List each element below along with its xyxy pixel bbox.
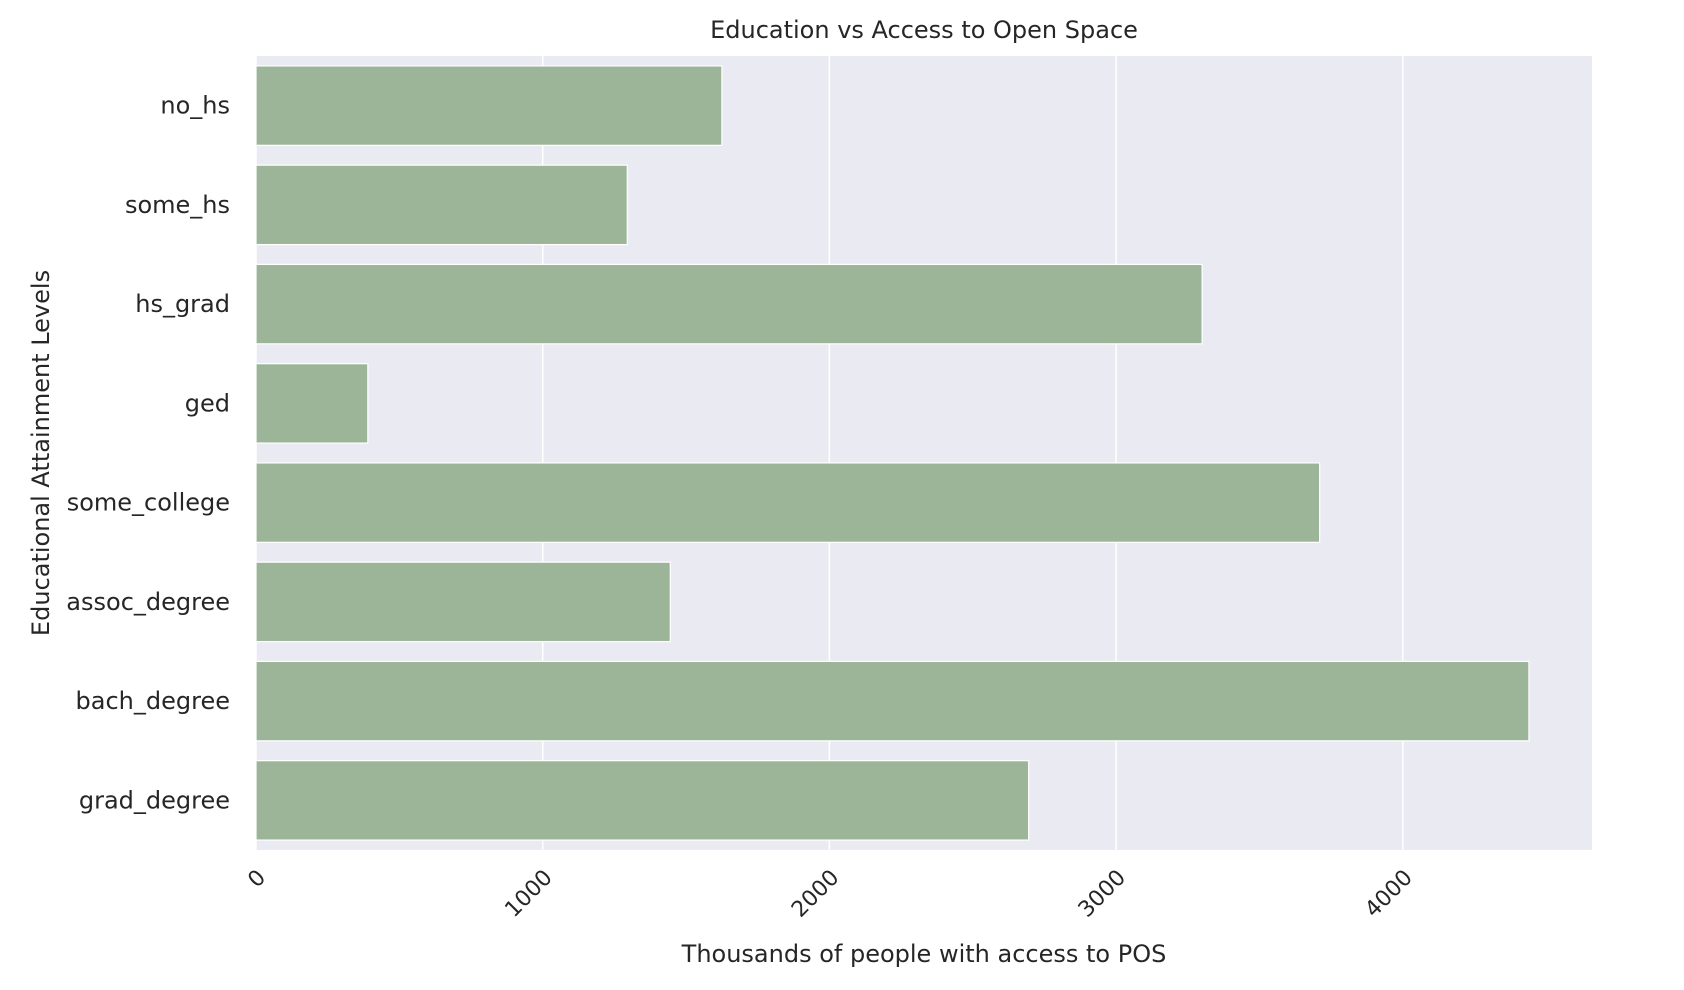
y-tick-label: grad_degree xyxy=(79,786,230,814)
y-tick-label: some_hs xyxy=(125,191,230,219)
y-tick-label: bach_degree xyxy=(76,687,230,715)
bar-some_hs xyxy=(255,164,628,246)
x-tick-labels: 0 1000 2000 3000 4000 xyxy=(243,865,1417,922)
y-tick-label: hs_grad xyxy=(135,290,230,318)
y-tick-label: assoc_degree xyxy=(66,588,230,616)
bar-ged xyxy=(255,363,369,444)
y-tick-label: some_college xyxy=(67,489,230,517)
bar-no_hs xyxy=(255,65,723,146)
bar-some_college xyxy=(255,462,1321,543)
bar-hs_grad xyxy=(255,263,1203,345)
x-tick-label: 2000 xyxy=(787,865,844,922)
x-tick-label: 0 xyxy=(243,865,271,893)
chart-title: Education vs Access to Open Space xyxy=(710,16,1138,44)
y-tick-label: ged xyxy=(185,389,230,417)
x-tick-label: 4000 xyxy=(1360,865,1417,922)
x-axis-label: Thousands of people with access to POS xyxy=(681,940,1167,968)
x-tick-label: 1000 xyxy=(500,865,557,922)
bar-grad_degree xyxy=(255,760,1030,841)
bar-bach_degree xyxy=(255,660,1530,742)
y-tick-label: no_hs xyxy=(160,92,230,120)
bar-assoc_degree xyxy=(255,561,671,643)
x-tick-label: 3000 xyxy=(1074,865,1131,922)
bars xyxy=(255,65,1530,841)
y-axis-label: Educational Attainment Levels xyxy=(27,270,55,636)
